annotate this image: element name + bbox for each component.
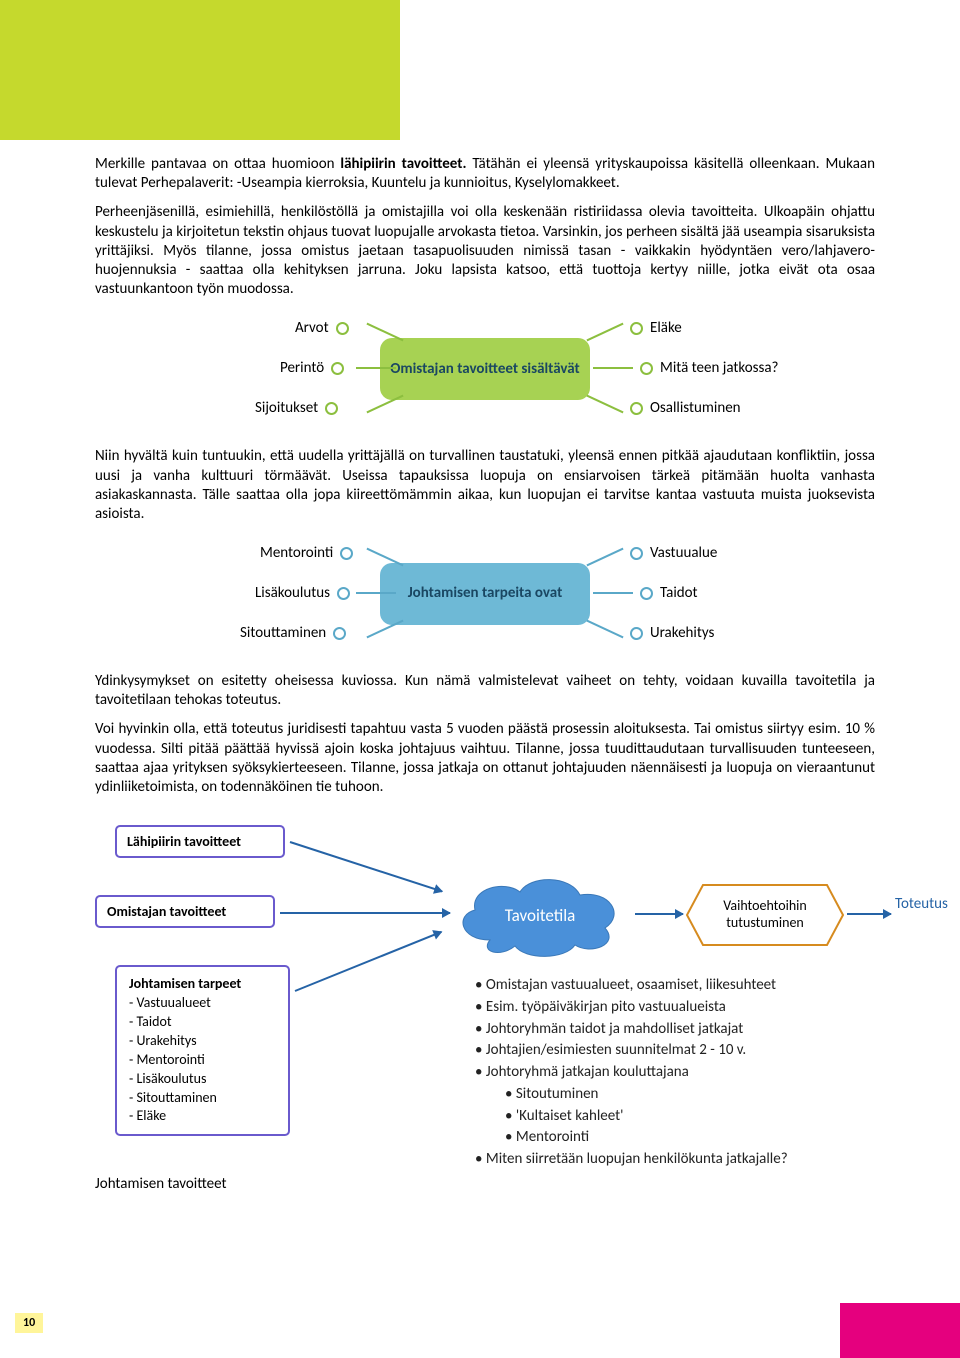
list-item: Esim. työpäiväkirjan pito vastuualueista <box>475 997 788 1019</box>
corner-color-block <box>840 1303 960 1358</box>
leaf-urakehitys: Urakehitys <box>630 624 714 642</box>
list-item: Eläke <box>129 1107 276 1126</box>
leaf-taidot: Taidot <box>640 584 698 602</box>
flow-box-lahipiiri: Lähipiirin tavoitteet <box>115 825 285 858</box>
list-item: Vastuualueet <box>129 994 276 1013</box>
flow-bullet-list: Omistajan vastuualueet, osaamiset, liike… <box>475 975 788 1171</box>
page-number: 10 <box>15 1313 43 1333</box>
flowchart: Lähipiirin tavoitteet Omistajan tavoitte… <box>95 815 875 1165</box>
flow-listbox-items: Vastuualueet Taidot Urakehitys Mentoroin… <box>129 994 276 1126</box>
list-item: Urakehitys <box>129 1032 276 1051</box>
list-item: Taidot <box>129 1013 276 1032</box>
list-item: Johtoryhmä jatkajan kouluttajana <box>475 1062 788 1084</box>
leaf-elake: Eläke <box>630 319 682 337</box>
list-item: Mentorointi <box>505 1127 788 1149</box>
paragraph-1: Merkille pantavaa on ottaa huomioon lähi… <box>95 155 875 193</box>
list-item: Lisäkoulutus <box>129 1070 276 1089</box>
list-item: 'Kultaiset kahleet' <box>505 1106 788 1128</box>
list-item: Omistajan vastuualueet, osaamiset, liike… <box>475 975 788 997</box>
bubble-diagram-owner-goals: Omistajan tavoitteet sisältävät Arvot Pe… <box>95 309 875 429</box>
para1-bold: lähipiirin tavoitteet. <box>340 155 466 173</box>
list-item: Sitouttaminen <box>129 1089 276 1108</box>
leaf-mentorointi: Mentorointi <box>260 544 353 562</box>
header-color-block <box>0 0 400 140</box>
leaf-sijoitukset: Sijoitukset <box>255 399 338 417</box>
flow-caption: Johtamisen tavoitteet <box>95 1175 226 1193</box>
para1-pre: Merkille pantavaa on ottaa huomioon <box>95 155 340 173</box>
paragraph-2: Perheenjäsenillä, esimiehillä, henkilöst… <box>95 203 875 299</box>
leaf-lisakoulutus: Lisäkoulutus <box>255 584 350 602</box>
flow-box-johtamisen-tarpeet: Johtamisen tarpeet Vastuualueet Taidot U… <box>115 965 290 1136</box>
paragraph-3: Niin hyvältä kuin tuntuukin, että uudell… <box>95 447 875 524</box>
leaf-sitouttaminen: Sitouttaminen <box>240 624 346 642</box>
paragraph-4: Ydinkysymykset on esitetty oheisessa kuv… <box>95 672 875 710</box>
flow-box-omistaja: Omistajan tavoitteet <box>95 895 275 928</box>
list-item: Johtoryhmän taidot ja mahdolliset jatkaj… <box>475 1019 788 1041</box>
leaf-osallistuminen: Osallistuminen <box>630 399 741 417</box>
list-item: Miten siirretään luopujan henkilökunta j… <box>475 1149 788 1171</box>
leaf-arvot: Arvot <box>295 319 349 337</box>
bubble-diagram-leadership: Johtamisen tarpeita ovat Mentorointi Lis… <box>95 534 875 654</box>
flow-label-toteutus: Toteutus <box>895 895 948 913</box>
leaf-vastuualue: Vastuualue <box>630 544 717 562</box>
flow-hex-vaihtoehdot: Vaihtoehtoihin tutustuminen <box>685 883 845 947</box>
bubble-center-owner: Omistajan tavoitteet sisältävät <box>380 338 590 400</box>
bubble-center-leadership: Johtamisen tarpeita ovat <box>380 563 590 625</box>
leaf-perinto: Perintö <box>280 359 344 377</box>
flow-listbox-title: Johtamisen tarpeet <box>129 975 276 994</box>
flow-cloud-tavoitetila: Tavoitetila <box>450 870 630 960</box>
list-item: Sitoutuminen <box>505 1084 788 1106</box>
page-content: Merkille pantavaa on ottaa huomioon lähi… <box>95 155 875 1165</box>
list-item: Mentorointi <box>129 1051 276 1070</box>
paragraph-5: Voi hyvinkin olla, että toteutus juridis… <box>95 720 875 797</box>
leaf-jatkossa: Mitä teen jatkossa? <box>640 359 779 377</box>
list-item: Johtajien/esimiesten suunnitelmat 2 - 10… <box>475 1040 788 1062</box>
cloud-label: Tavoitetila <box>450 870 630 960</box>
